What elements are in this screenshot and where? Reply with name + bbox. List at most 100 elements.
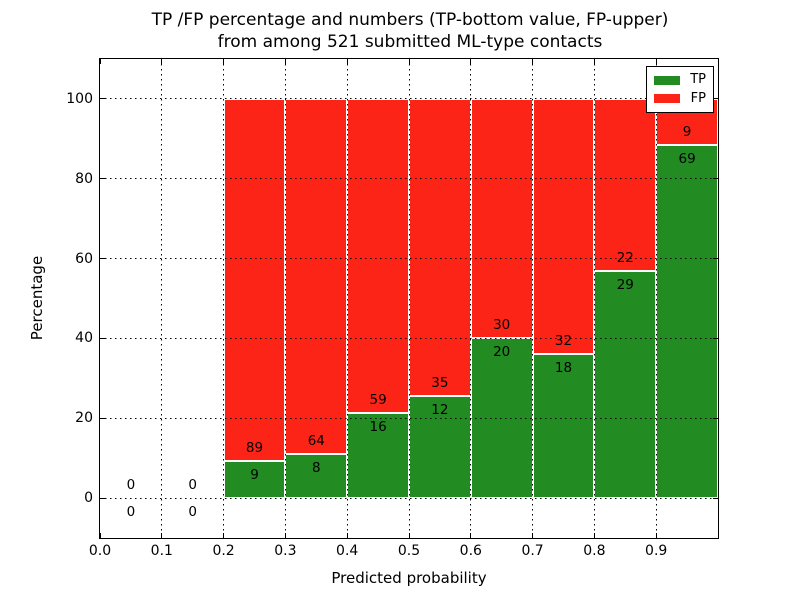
gridline-vertical [284, 59, 286, 538]
x-tick-label: 0.2 [212, 543, 235, 559]
y-tick-left [100, 258, 105, 260]
x-tick-label: 0.6 [459, 543, 482, 559]
y-tick-right [713, 337, 718, 339]
x-tick-bottom [99, 533, 101, 538]
bar-fp [285, 98, 348, 454]
gridline-vertical [161, 59, 163, 538]
legend: TP FP [646, 66, 714, 113]
x-tick-top [223, 59, 225, 64]
x-tick-bottom [346, 533, 348, 538]
x-tick-label: 0.0 [88, 543, 112, 559]
bar-tp [532, 354, 595, 499]
plot-area: 0 0 0 0 89 9 64 8 59 16 35 12 30 20 32 18 22 29 9 69 TP FP [99, 58, 719, 539]
y-tick-label: 0 [84, 490, 93, 507]
bar-tp [656, 145, 718, 499]
fp-count-label: 30 [493, 317, 511, 334]
x-tick-top [99, 59, 101, 64]
tp-count-label: 20 [493, 344, 511, 361]
fp-count-label: 9 [682, 124, 692, 140]
bar-fp [470, 98, 533, 339]
x-tick-bottom [408, 533, 410, 538]
legend-row: TP [654, 73, 706, 87]
x-tick-top [161, 59, 163, 64]
tp-count-label: 8 [311, 459, 321, 476]
gridline-vertical [408, 59, 410, 538]
x-tick-top [532, 59, 534, 64]
y-tick-right [713, 258, 718, 260]
gridline-vertical [346, 59, 348, 538]
x-tick-label: 0.3 [274, 543, 297, 559]
y-tick-left [100, 417, 105, 419]
x-axis-label: Predicted probability [331, 569, 487, 587]
y-tick-label: 80 [75, 170, 93, 187]
legend-row: FP [654, 90, 706, 106]
tp-count-label: 69 [678, 151, 696, 167]
x-tick-bottom [532, 533, 534, 538]
fp-count-label: 35 [431, 375, 449, 392]
fp-count-label: 32 [554, 333, 573, 350]
bar-tp [594, 271, 657, 499]
legend-label-tp: TP [690, 72, 706, 88]
gridline-vertical [532, 59, 534, 538]
x-tick-top [346, 59, 348, 64]
x-tick-top [470, 59, 472, 64]
bar-fp [347, 98, 409, 413]
gridline-vertical [223, 59, 225, 538]
x-tick-top [408, 59, 410, 64]
y-tick-left [100, 178, 105, 180]
chart-title-line1: TP /FP percentage and numbers (TP-bottom… [151, 10, 669, 30]
chart-title: TP /FP percentage and numbers (TP-bottom… [100, 9, 720, 53]
bar-fp [532, 98, 595, 355]
legend-label-fp: FP [690, 90, 706, 106]
x-tick-bottom [655, 533, 657, 538]
y-tick-label: 60 [75, 250, 93, 267]
bar-tp [285, 453, 348, 498]
x-tick-label: 0.4 [336, 543, 359, 559]
legend-swatch-fp [654, 94, 680, 104]
chart-title-line2: from among 521 submitted ML-type contact… [217, 32, 603, 52]
bar-tp [223, 461, 286, 498]
y-tick-right [713, 98, 718, 100]
x-tick-label: 0.5 [397, 543, 421, 559]
x-tick-label: 0.8 [583, 543, 606, 559]
legend-swatch-tp [654, 75, 680, 85]
x-tick-label: 0.1 [150, 543, 173, 559]
y-tick-left [100, 497, 105, 499]
fp-count-label: 89 [245, 440, 264, 457]
fp-count-label: 22 [616, 250, 634, 267]
gridline-vertical [655, 59, 657, 538]
x-tick-label: 0.7 [521, 543, 544, 559]
y-tick-label: 20 [75, 410, 93, 427]
bar-fp [409, 98, 471, 397]
fp-count-label: 64 [307, 432, 325, 449]
x-tick-bottom [161, 533, 163, 538]
bar-fp [594, 98, 657, 272]
tp-count-label: 12 [431, 402, 449, 419]
y-axis-label: Percentage [28, 255, 46, 341]
tp-count-label: 0 [188, 504, 197, 521]
fp-count-label: 0 [126, 477, 136, 494]
x-tick-top [593, 59, 595, 64]
tp-count-label: 18 [554, 360, 573, 377]
x-tick-label: 0.9 [645, 543, 668, 559]
y-tick-right [713, 178, 718, 180]
tp-count-label: 9 [250, 467, 259, 484]
x-tick-top [284, 59, 286, 64]
y-tick-right [713, 497, 718, 499]
fp-count-label: 0 [188, 477, 197, 494]
tp-count-label: 0 [126, 504, 136, 521]
bar-fp [223, 98, 286, 462]
x-tick-bottom [284, 533, 286, 538]
y-tick-left [100, 337, 105, 339]
x-tick-bottom [470, 533, 472, 538]
y-tick-label: 100 [66, 90, 93, 107]
x-tick-top [655, 59, 657, 64]
gridline-vertical [593, 59, 595, 538]
y-tick-left [100, 98, 105, 100]
tp-count-label: 16 [369, 418, 387, 435]
tp-count-label: 29 [616, 277, 634, 294]
y-tick-right [713, 417, 718, 419]
x-tick-bottom [593, 533, 595, 538]
x-tick-bottom [223, 533, 225, 538]
